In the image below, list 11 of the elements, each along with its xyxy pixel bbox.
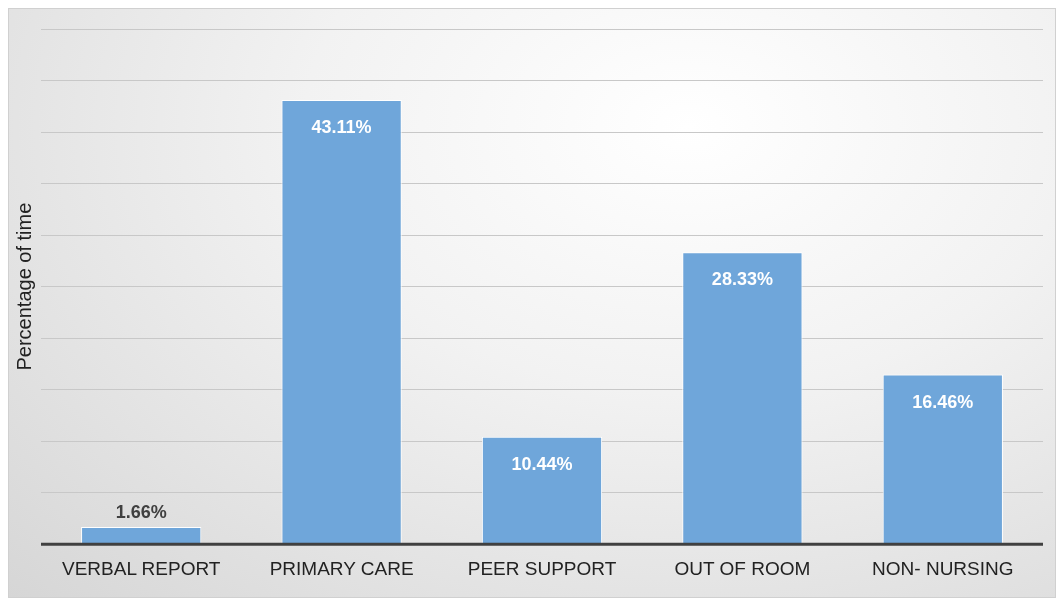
x-tick-label: PEER SUPPORT	[467, 557, 617, 579]
x-tick-label: NON- NURSING	[872, 557, 1014, 579]
data-label: 16.46%	[912, 391, 974, 412]
x-tick-label: PRIMARY CARE	[269, 557, 414, 579]
data-label: 43.11%	[311, 116, 372, 137]
y-axis-title: Percentage of time	[12, 202, 35, 371]
data-label: 28.33%	[711, 269, 773, 290]
data-label: 10.44%	[511, 453, 573, 474]
x-tick-label: OUT OF ROOM	[674, 557, 811, 579]
data-label: 1.66%	[115, 502, 167, 523]
x-tick-label: VERBAL REPORT	[62, 557, 221, 579]
